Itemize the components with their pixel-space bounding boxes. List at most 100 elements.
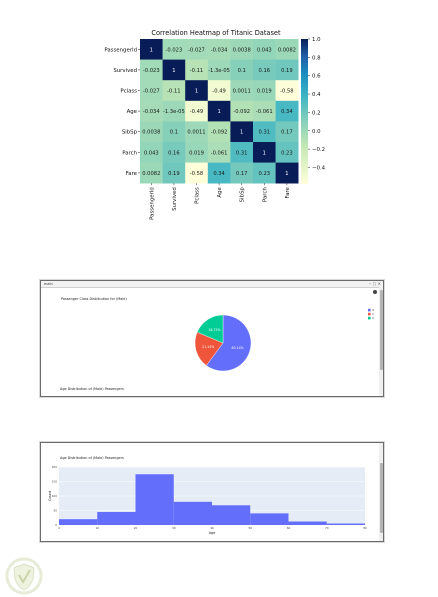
heatmap-y-tick-label: Fare (126, 171, 138, 177)
window-title: main (44, 282, 53, 286)
heatmap-cell-label: 0.19 (168, 171, 180, 177)
colorbar-tick-label: −0.4 (312, 165, 326, 171)
heatmap-cell-label: -0.49 (212, 89, 225, 95)
heatmap-x-tick-label: Age (217, 187, 223, 198)
heatmap-cell (162, 162, 186, 184)
heatmap-cell-label: 0.16 (259, 68, 271, 74)
heatmap-cell-label: 0.34 (213, 171, 225, 177)
colorbar-tick-label: 0.4 (312, 92, 321, 98)
legend-swatch[interactable] (368, 316, 371, 320)
heatmap-cell (275, 121, 299, 143)
heatmap-cell (140, 121, 163, 143)
heatmap-cell (185, 80, 209, 102)
heatmap-cell-label: -0.034 (143, 109, 160, 115)
correlation-heatmap: Correlation Heatmap of Titanic Dataset 1… (104, 29, 326, 220)
heatmap-cell (253, 142, 276, 163)
colorbar-tick-label: 0.8 (312, 55, 321, 61)
heatmap-cell (275, 142, 299, 163)
scrollbar-thumb[interactable] (379, 463, 383, 533)
scrollbar[interactable] (379, 287, 383, 396)
heatmap-cell (275, 39, 299, 60)
histogram-x-axis: 0 10 20 30 40 50 60 70 80 (58, 526, 367, 530)
heatmap-x-tick-label: Parch (262, 187, 268, 202)
heatmap-cell (230, 121, 254, 143)
x-tick-label: 60 (287, 526, 291, 530)
heatmap-x-tick-label: Fare (285, 187, 291, 199)
pie-slices: 60.14% 21.14% 18.72% (194, 314, 252, 372)
heatmap-cell-label: 0.0038 (233, 47, 251, 53)
shield-logo-icon (5, 557, 43, 595)
heatmap-cell-label: -0.061 (211, 150, 228, 156)
heatmap-cell (185, 59, 209, 81)
heatmap-cell (140, 39, 163, 60)
x-tick-label: 50 (248, 526, 252, 530)
heatmap-cell-label: 1 (172, 68, 175, 74)
heatmap-cell-label: 0.019 (257, 89, 272, 95)
heatmap-cell (253, 80, 276, 102)
scrollbar[interactable] (379, 443, 383, 541)
heatmap-colorbar: 1.0 0.8 0.6 0.4 0.2 0.0 −0.2 −0.4 (301, 37, 326, 184)
next-chart-title: Age Distribution of (Male) Passengers (60, 387, 124, 391)
colorbar-gradient (301, 39, 308, 184)
heatmap-cell (230, 80, 254, 102)
minimize-button[interactable]: – (369, 281, 371, 286)
heatmap-cell (275, 100, 299, 122)
heatmap-cell (253, 121, 276, 143)
legend-label[interactable]: 2 (372, 316, 374, 320)
heatmap-cell (253, 59, 276, 81)
heatmap-cell-label: 0.17 (281, 130, 293, 136)
x-axis-title: Age (209, 531, 216, 535)
colorbar-tick-label: 0.0 (312, 129, 321, 135)
heatmap-cell (275, 59, 299, 81)
window-titlebar: main – □ × (41, 281, 383, 288)
pie-slice (196, 314, 224, 344)
legend-swatch[interactable] (368, 312, 371, 316)
heatmap-x-tick-label: Survived (172, 187, 178, 211)
age-histogram: Age Distribution of (Male) Passengers 0 1… (48, 456, 367, 535)
heatmap-cell (185, 142, 209, 163)
heatmap-cell (207, 80, 231, 102)
legend-swatch[interactable] (368, 308, 371, 312)
heatmap-y-axis: PassengerId Survived Pclass Age SibSp Parch Fa… (104, 47, 140, 177)
x-tick-label: 70 (325, 526, 329, 530)
heatmap-cell (162, 39, 186, 60)
heatmap-y-tick-label: Pclass (120, 89, 137, 95)
legend-label[interactable]: 3 (372, 308, 374, 312)
heatmap-cell (162, 142, 186, 163)
heatmap-cell-label: 1 (263, 150, 266, 156)
y-tick-label: 200 (52, 465, 58, 469)
heatmap-x-tick-label: PassengerId (149, 187, 155, 220)
heatmap-y-tick-label: PassengerId (104, 47, 137, 53)
heatmap-cell (162, 80, 186, 102)
heatmap-cell-label: 0.043 (257, 47, 272, 53)
heatmap-cell-label: -0.027 (188, 47, 205, 53)
heatmap-cell (207, 59, 231, 81)
pie-chart-window: main – □ × Passenger Class Distribution … (40, 280, 384, 397)
heatmap-cell (140, 142, 163, 163)
heatmap-cells: 1 -0.023 -0.027 -0.034 0.0038 0.043 0.0082 -0.0… (140, 39, 299, 184)
histogram-title: Age Distribution of (Male) Passengers (60, 456, 124, 460)
x-tick-label: 30 (172, 526, 176, 530)
scrollbar-thumb[interactable] (379, 290, 383, 370)
heatmap-y-tick-label: Survived (113, 68, 137, 74)
heatmap-cell-label: 0.23 (259, 171, 271, 177)
heatmap-cell (140, 59, 163, 81)
heatmap-cell (230, 100, 254, 122)
close-button[interactable]: × (377, 281, 381, 286)
pie-chart: Passenger Class Distribution for (Male) … (60, 297, 374, 391)
pie-slice-label: 21.14% (202, 345, 214, 349)
heatmap-cell-label: -0.49 (190, 109, 203, 115)
heatmap-cell-label: 0.34 (281, 109, 293, 115)
heatmap-cell-label: 0.1 (238, 68, 246, 74)
heatmap-cell-label: 1 (285, 171, 288, 177)
x-tick-label: 10 (95, 526, 99, 530)
heatmap-cell (230, 142, 254, 163)
heatmap-cell-label: -0.11 (190, 68, 203, 74)
legend-label[interactable]: 1 (372, 312, 374, 316)
heatmap-cell-label: -0.061 (256, 109, 273, 115)
toolbar-icon[interactable] (373, 290, 377, 294)
heatmap-cell-label: 1 (240, 130, 243, 136)
maximize-button[interactable]: □ (372, 282, 376, 286)
heatmap-cell (207, 121, 231, 143)
heatmap-cell-label: 0.0011 (233, 89, 251, 95)
